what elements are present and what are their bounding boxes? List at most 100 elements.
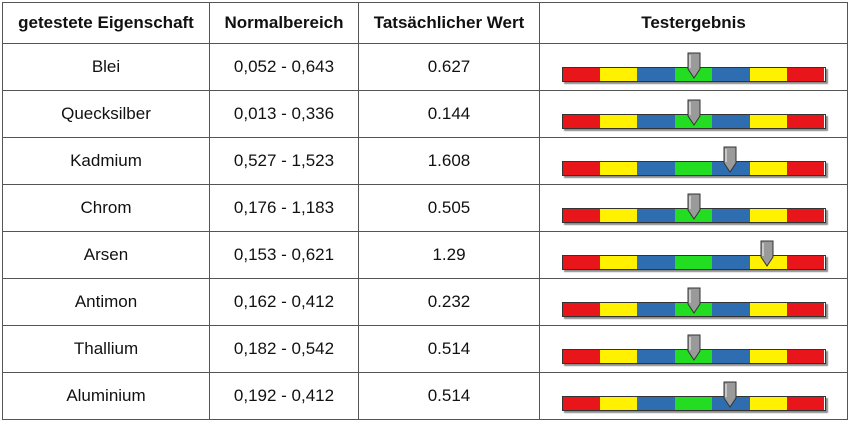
gauge-segment: [712, 350, 750, 363]
gauge-segment: [562, 68, 600, 81]
property-cell: Blei: [2, 43, 210, 91]
gauge-segment: [637, 397, 675, 410]
result-cell: [539, 231, 848, 279]
actual-value-cell: 0.232: [358, 278, 540, 326]
gauge-segment: [787, 209, 825, 222]
gauge-segment: [749, 303, 788, 316]
table-row: Thallium 0,182 - 0,542 0.514: [2, 325, 848, 373]
result-cell: [539, 90, 848, 138]
table-row: Blei 0,052 - 0,643 0.627: [2, 43, 848, 91]
header-property: getestete Eigenschaft: [2, 2, 210, 44]
header-normal-range: Normalbereich: [209, 2, 359, 44]
gauge-segment: [562, 397, 600, 410]
gauge-segment: [787, 397, 825, 410]
normal-range-cell: 0,162 - 0,412: [209, 278, 359, 326]
property-cell: Aluminium: [2, 372, 210, 420]
gauge-segment: [712, 115, 750, 128]
results-body: Blei 0,052 - 0,643 0.627 Quecksilber 0,0…: [2, 43, 848, 420]
gauge-segment: [637, 115, 675, 128]
gauge-segment: [787, 115, 825, 128]
gauge-segment: [674, 256, 713, 269]
table-row: Arsen 0,153 - 0,621 1.29: [2, 231, 848, 279]
result-cell: [539, 278, 848, 326]
gauge-marker-icon: [723, 381, 737, 408]
actual-value-cell: 1.608: [358, 137, 540, 185]
result-gauge: [561, 287, 826, 321]
gauge-segment: [787, 256, 825, 269]
gauge-marker-icon: [687, 193, 700, 220]
gauge-segment: [562, 303, 600, 316]
gauge-segment: [599, 256, 638, 269]
gauge-segment: [787, 350, 825, 363]
gauge-segment: [562, 209, 600, 222]
result-cell: [539, 137, 848, 185]
result-gauge: [561, 334, 826, 368]
gauge-bar: [561, 161, 826, 176]
property-cell: Arsen: [2, 231, 210, 279]
gauge-segment: [637, 209, 675, 222]
gauge-segment: [562, 256, 600, 269]
gauge-segment: [562, 350, 600, 363]
result-cell: [539, 184, 848, 232]
result-gauge: [561, 381, 826, 415]
gauge-segment: [637, 162, 675, 175]
gauge-segment: [712, 209, 750, 222]
normal-range-cell: 0,527 - 1,523: [209, 137, 359, 185]
table-row: Quecksilber 0,013 - 0,336 0.144: [2, 90, 848, 138]
normal-range-cell: 0,052 - 0,643: [209, 43, 359, 91]
gauge-segment: [562, 162, 600, 175]
gauge-segment: [712, 68, 750, 81]
header-result: Testergebnis: [539, 2, 848, 44]
header-row: getestete Eigenschaft Normalbereich Tats…: [2, 2, 848, 44]
gauge-segment: [749, 115, 788, 128]
result-gauge: [561, 146, 826, 180]
gauge-marker-icon: [760, 240, 774, 267]
gauge-segment: [637, 303, 675, 316]
gauge-bar: [561, 208, 826, 223]
actual-value-cell: 0.144: [358, 90, 540, 138]
table-row: Kadmium 0,527 - 1,523 1.608: [2, 137, 848, 185]
property-cell: Kadmium: [2, 137, 210, 185]
gauge-segment: [599, 397, 638, 410]
actual-value-cell: 0.514: [358, 372, 540, 420]
gauge-segment: [599, 209, 638, 222]
gauge-segment: [787, 162, 825, 175]
gauge-segment: [749, 162, 788, 175]
gauge-segment: [787, 68, 825, 81]
gauge-bar: [561, 396, 826, 411]
result-gauge: [561, 240, 826, 274]
result-gauge: [561, 99, 826, 133]
actual-value-cell: 0.627: [358, 43, 540, 91]
actual-value-cell: 0.514: [358, 325, 540, 373]
gauge-segment: [712, 256, 750, 269]
property-cell: Thallium: [2, 325, 210, 373]
gauge-marker-icon: [687, 334, 700, 361]
gauge-segment: [749, 209, 788, 222]
normal-range-cell: 0,176 - 1,183: [209, 184, 359, 232]
gauge-marker-icon: [687, 52, 700, 79]
normal-range-cell: 0,182 - 0,542: [209, 325, 359, 373]
gauge-segment: [712, 303, 750, 316]
gauge-segment: [674, 397, 713, 410]
normal-range-cell: 0,153 - 0,621: [209, 231, 359, 279]
table-row: Antimon 0,162 - 0,412 0.232: [2, 278, 848, 326]
gauge-segment: [599, 68, 638, 81]
gauge-segment: [599, 303, 638, 316]
gauge-segment: [749, 68, 788, 81]
gauge-marker-icon: [687, 287, 700, 314]
result-cell: [539, 325, 848, 373]
result-gauge: [561, 193, 826, 227]
gauge-marker-icon: [687, 99, 700, 126]
gauge-bar: [561, 302, 826, 317]
gauge-segment: [562, 115, 600, 128]
gauge-segment: [749, 350, 788, 363]
result-cell: [539, 372, 848, 420]
gauge-segment: [637, 350, 675, 363]
gauge-bar: [561, 67, 826, 82]
property-cell: Quecksilber: [2, 90, 210, 138]
normal-range-cell: 0,192 - 0,412: [209, 372, 359, 420]
gauge-segment: [599, 115, 638, 128]
gauge-segment: [599, 162, 638, 175]
table-row: Chrom 0,176 - 1,183 0.505: [2, 184, 848, 232]
